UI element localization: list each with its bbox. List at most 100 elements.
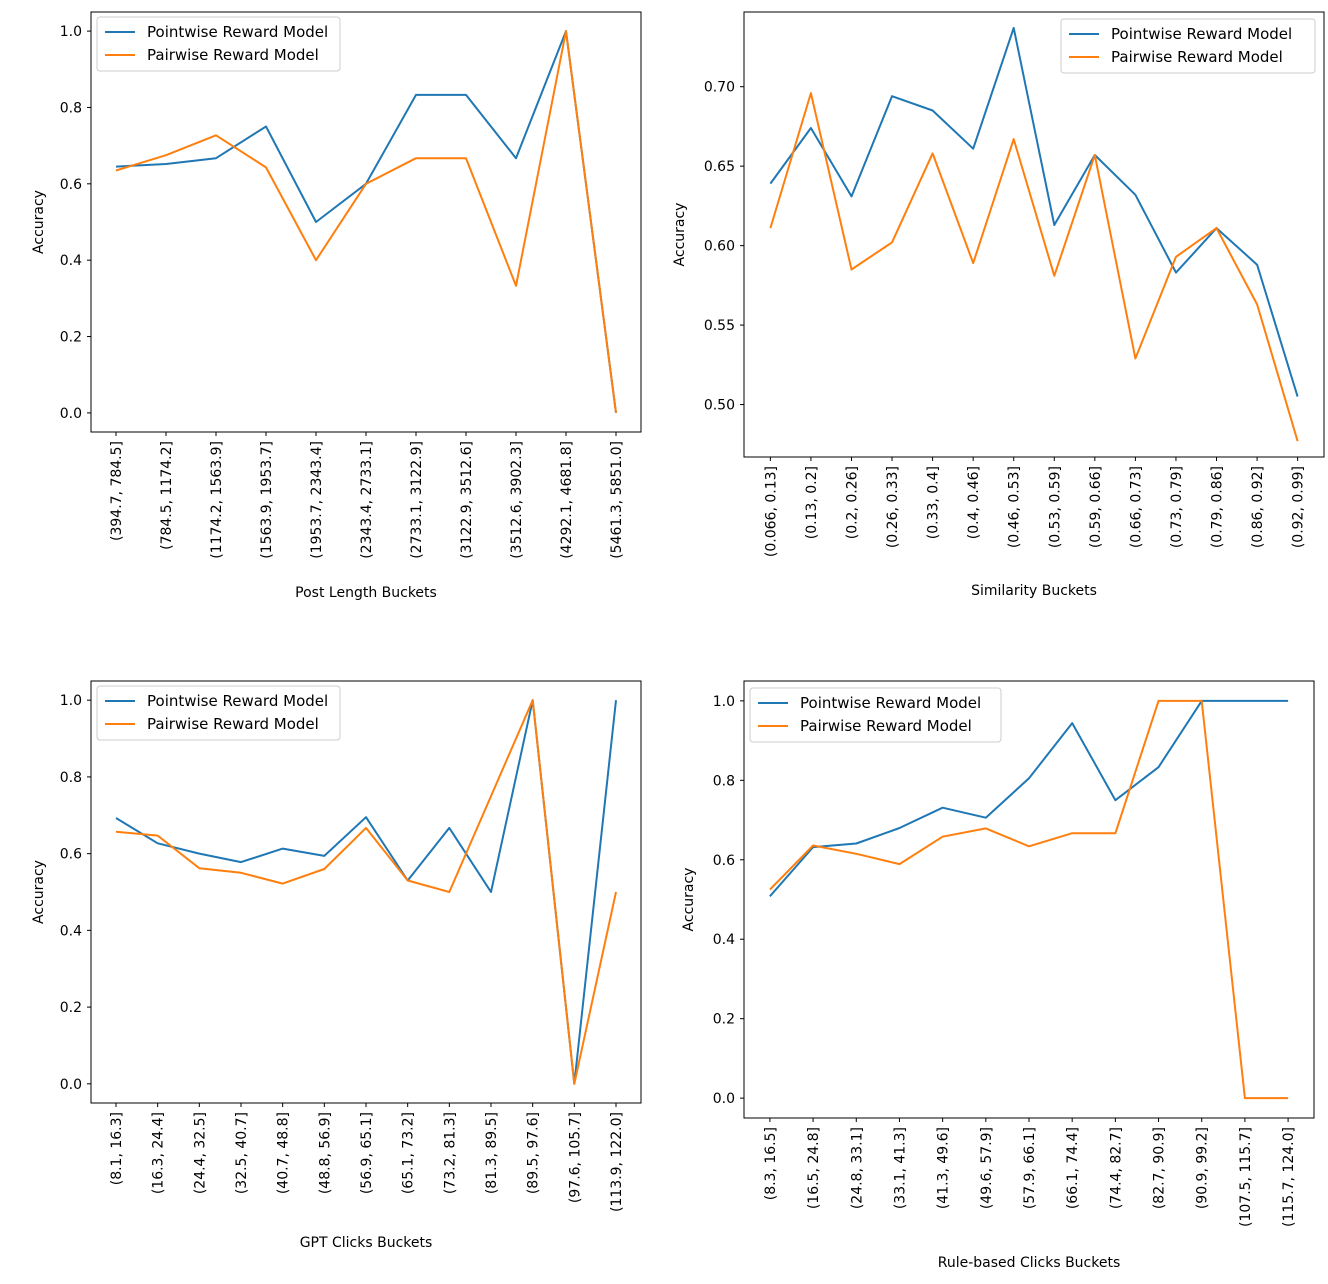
plot-area <box>744 681 1314 1118</box>
y-tick-label: 0.6 <box>60 847 82 863</box>
x-tick-label: (0.92, 0.99] <box>1291 466 1307 548</box>
x-tick-label: (0.66, 0.73] <box>1128 466 1144 548</box>
x-tick-label: (97.6, 105.7] <box>567 1112 583 1203</box>
x-tick-label: (24.8, 33.1] <box>849 1127 865 1209</box>
y-tick-label: 1.0 <box>713 694 735 710</box>
x-tick-label: (784.5, 1174.2] <box>159 441 175 550</box>
x-tick-label: (5461.3, 5851.0] <box>609 441 625 559</box>
x-tick-label: (2733.1, 3122.9] <box>409 441 425 559</box>
x-tick-label: (1174.2, 1563.9] <box>209 441 225 559</box>
chart-1: 0.0 0.2 0.4 0.6 0.8 1.0 (394.7, 784.5] (784.5, … <box>31 12 641 601</box>
x-tick-label: (0.13, 0.2] <box>804 466 820 539</box>
legend: Pointwise Reward Model Pairwise Reward Mo… <box>97 17 340 71</box>
y-tick-label: 0.55 <box>704 318 735 334</box>
x-axis-label: Similarity Buckets <box>971 583 1097 599</box>
x-tick-label: (74.4, 82.7] <box>1108 1127 1124 1209</box>
x-tick-label: (48.8, 56.9] <box>317 1112 333 1194</box>
x-tick-label: (3512.6, 3902.3] <box>509 441 525 559</box>
x-tick-label: (32.5, 40.7] <box>234 1112 250 1194</box>
legend-label: Pointwise Reward Model <box>1111 25 1292 43</box>
series-line-pointwise <box>116 700 616 1084</box>
legend: Pointwise Reward Model Pairwise Reward Mo… <box>750 688 1001 742</box>
y-tick-label: 0.0 <box>713 1091 735 1107</box>
x-tick-label: (40.7, 48.8] <box>276 1112 292 1194</box>
legend-label: Pointwise Reward Model <box>147 23 328 41</box>
y-tick-label: 0.6 <box>713 853 735 869</box>
x-tick-label: (0.59, 0.66] <box>1088 466 1104 548</box>
x-axis-label: Post Length Buckets <box>295 585 437 601</box>
x-tick-label: (4292.1, 4681.8] <box>559 441 575 559</box>
series-line-pointwise <box>116 31 616 413</box>
y-axis-label: Accuracy <box>681 868 697 932</box>
y-tick-label: 0.2 <box>60 330 82 346</box>
y-tick-label: 0.2 <box>713 1012 735 1028</box>
legend: Pointwise Reward Model Pairwise Reward Mo… <box>97 686 340 740</box>
x-tick-label: (394.7, 784.5] <box>109 441 125 541</box>
x-tick-label: (1953.7, 2343.4] <box>309 441 325 559</box>
x-tick-label: (0.2, 0.26] <box>844 466 860 539</box>
x-tick-label: (66.1, 74.4] <box>1065 1127 1081 1209</box>
y-tick-label: 1.0 <box>60 693 82 709</box>
y-tick-label: 0.0 <box>60 1077 82 1093</box>
x-tick-label: (8.3, 16.5] <box>763 1127 779 1200</box>
x-tick-label: (0.53, 0.59] <box>1047 466 1063 548</box>
series-line-pairwise <box>770 701 1288 1098</box>
x-tick-label: (0.73, 0.79] <box>1169 466 1185 548</box>
x-tick-label: (0.86, 0.92] <box>1250 466 1266 548</box>
y-tick-label: 0.4 <box>60 923 82 939</box>
x-axis-label: GPT Clicks Buckets <box>300 1235 433 1251</box>
legend-label: Pairwise Reward Model <box>147 46 319 64</box>
x-tick-label: (16.5, 24.8] <box>806 1127 822 1209</box>
x-tick-label: (41.3, 49.6] <box>936 1127 952 1209</box>
y-tick-label: 0.6 <box>60 177 82 193</box>
x-tick-label: (0.4, 0.46] <box>966 466 982 539</box>
y-tick-label: 0.4 <box>713 932 735 948</box>
y-tick-label: 0.65 <box>704 159 735 175</box>
x-tick-label: (3122.9, 3512.6] <box>459 441 475 559</box>
y-tick-label: 1.0 <box>60 24 82 40</box>
legend-label: Pairwise Reward Model <box>1111 48 1283 66</box>
x-tick-label: (89.5, 97.6] <box>526 1112 542 1194</box>
x-tick-label: (56.9, 65.1] <box>359 1112 375 1194</box>
x-tick-label: (113.9, 122.0] <box>609 1112 625 1212</box>
legend: Pointwise Reward Model Pairwise Reward Mo… <box>1061 19 1315 73</box>
x-tick-label: (0.33, 0.4] <box>926 466 942 539</box>
plot-area <box>744 12 1324 457</box>
x-tick-label: (1563.9, 1953.7] <box>259 441 275 559</box>
x-tick-label: (57.9, 66.1] <box>1022 1127 1038 1209</box>
x-tick-label: (73.2, 81.3] <box>442 1112 458 1194</box>
y-tick-label: 0.50 <box>704 398 735 414</box>
chart-2: 0.50 0.55 0.60 0.65 0.70 (0.066, 0.13] (0.13, … <box>672 12 1324 599</box>
x-tick-label: (65.1, 73.2] <box>401 1112 417 1194</box>
x-tick-label: (82.7, 90.9] <box>1152 1127 1168 1209</box>
y-tick-label: 0.2 <box>60 1000 82 1016</box>
chart-3: 0.0 0.2 0.4 0.6 0.8 1.0 (8.1, 16.3] (16.3, 24.4… <box>31 681 641 1251</box>
chart-4: 0.0 0.2 0.4 0.6 0.8 1.0 (8.3, 16.5] (16.5, 24.8… <box>681 681 1314 1271</box>
x-tick-label: (16.3, 24.4] <box>151 1112 167 1194</box>
y-axis-label: Accuracy <box>31 860 47 924</box>
y-tick-label: 0.8 <box>713 773 735 789</box>
x-tick-label: (33.1, 41.3] <box>892 1127 908 1209</box>
x-tick-label: (0.79, 0.86] <box>1210 466 1226 548</box>
x-axis-label: Rule-based Clicks Buckets <box>938 1255 1121 1271</box>
x-tick-label: (24.4, 32.5] <box>192 1112 208 1194</box>
x-tick-label: (107.5, 115.7] <box>1238 1127 1254 1227</box>
x-tick-label: (0.066, 0.13] <box>763 466 779 557</box>
y-axis-label: Accuracy <box>31 190 47 254</box>
x-tick-label: (8.1, 16.3] <box>109 1112 125 1185</box>
series-line-pairwise <box>770 93 1297 441</box>
legend-label: Pairwise Reward Model <box>147 715 319 733</box>
series-line-pairwise <box>116 31 616 413</box>
legend-label: Pointwise Reward Model <box>147 692 328 710</box>
x-tick-label: (0.46, 0.53] <box>1007 466 1023 548</box>
y-tick-label: 0.70 <box>704 80 735 96</box>
y-tick-label: 0.60 <box>704 239 735 255</box>
legend-label: Pointwise Reward Model <box>800 694 981 712</box>
x-tick-label: (115.7, 124.0] <box>1281 1127 1297 1227</box>
y-tick-label: 0.4 <box>60 253 82 269</box>
x-tick-label: (0.26, 0.33] <box>885 466 901 548</box>
y-tick-label: 0.8 <box>60 100 82 116</box>
figure: 0.0 0.2 0.4 0.6 0.8 1.0 (394.7, 784.5] (784.5, … <box>0 0 1328 1284</box>
y-tick-label: 0.8 <box>60 770 82 786</box>
x-tick-label: (81.3, 89.5] <box>484 1112 500 1194</box>
